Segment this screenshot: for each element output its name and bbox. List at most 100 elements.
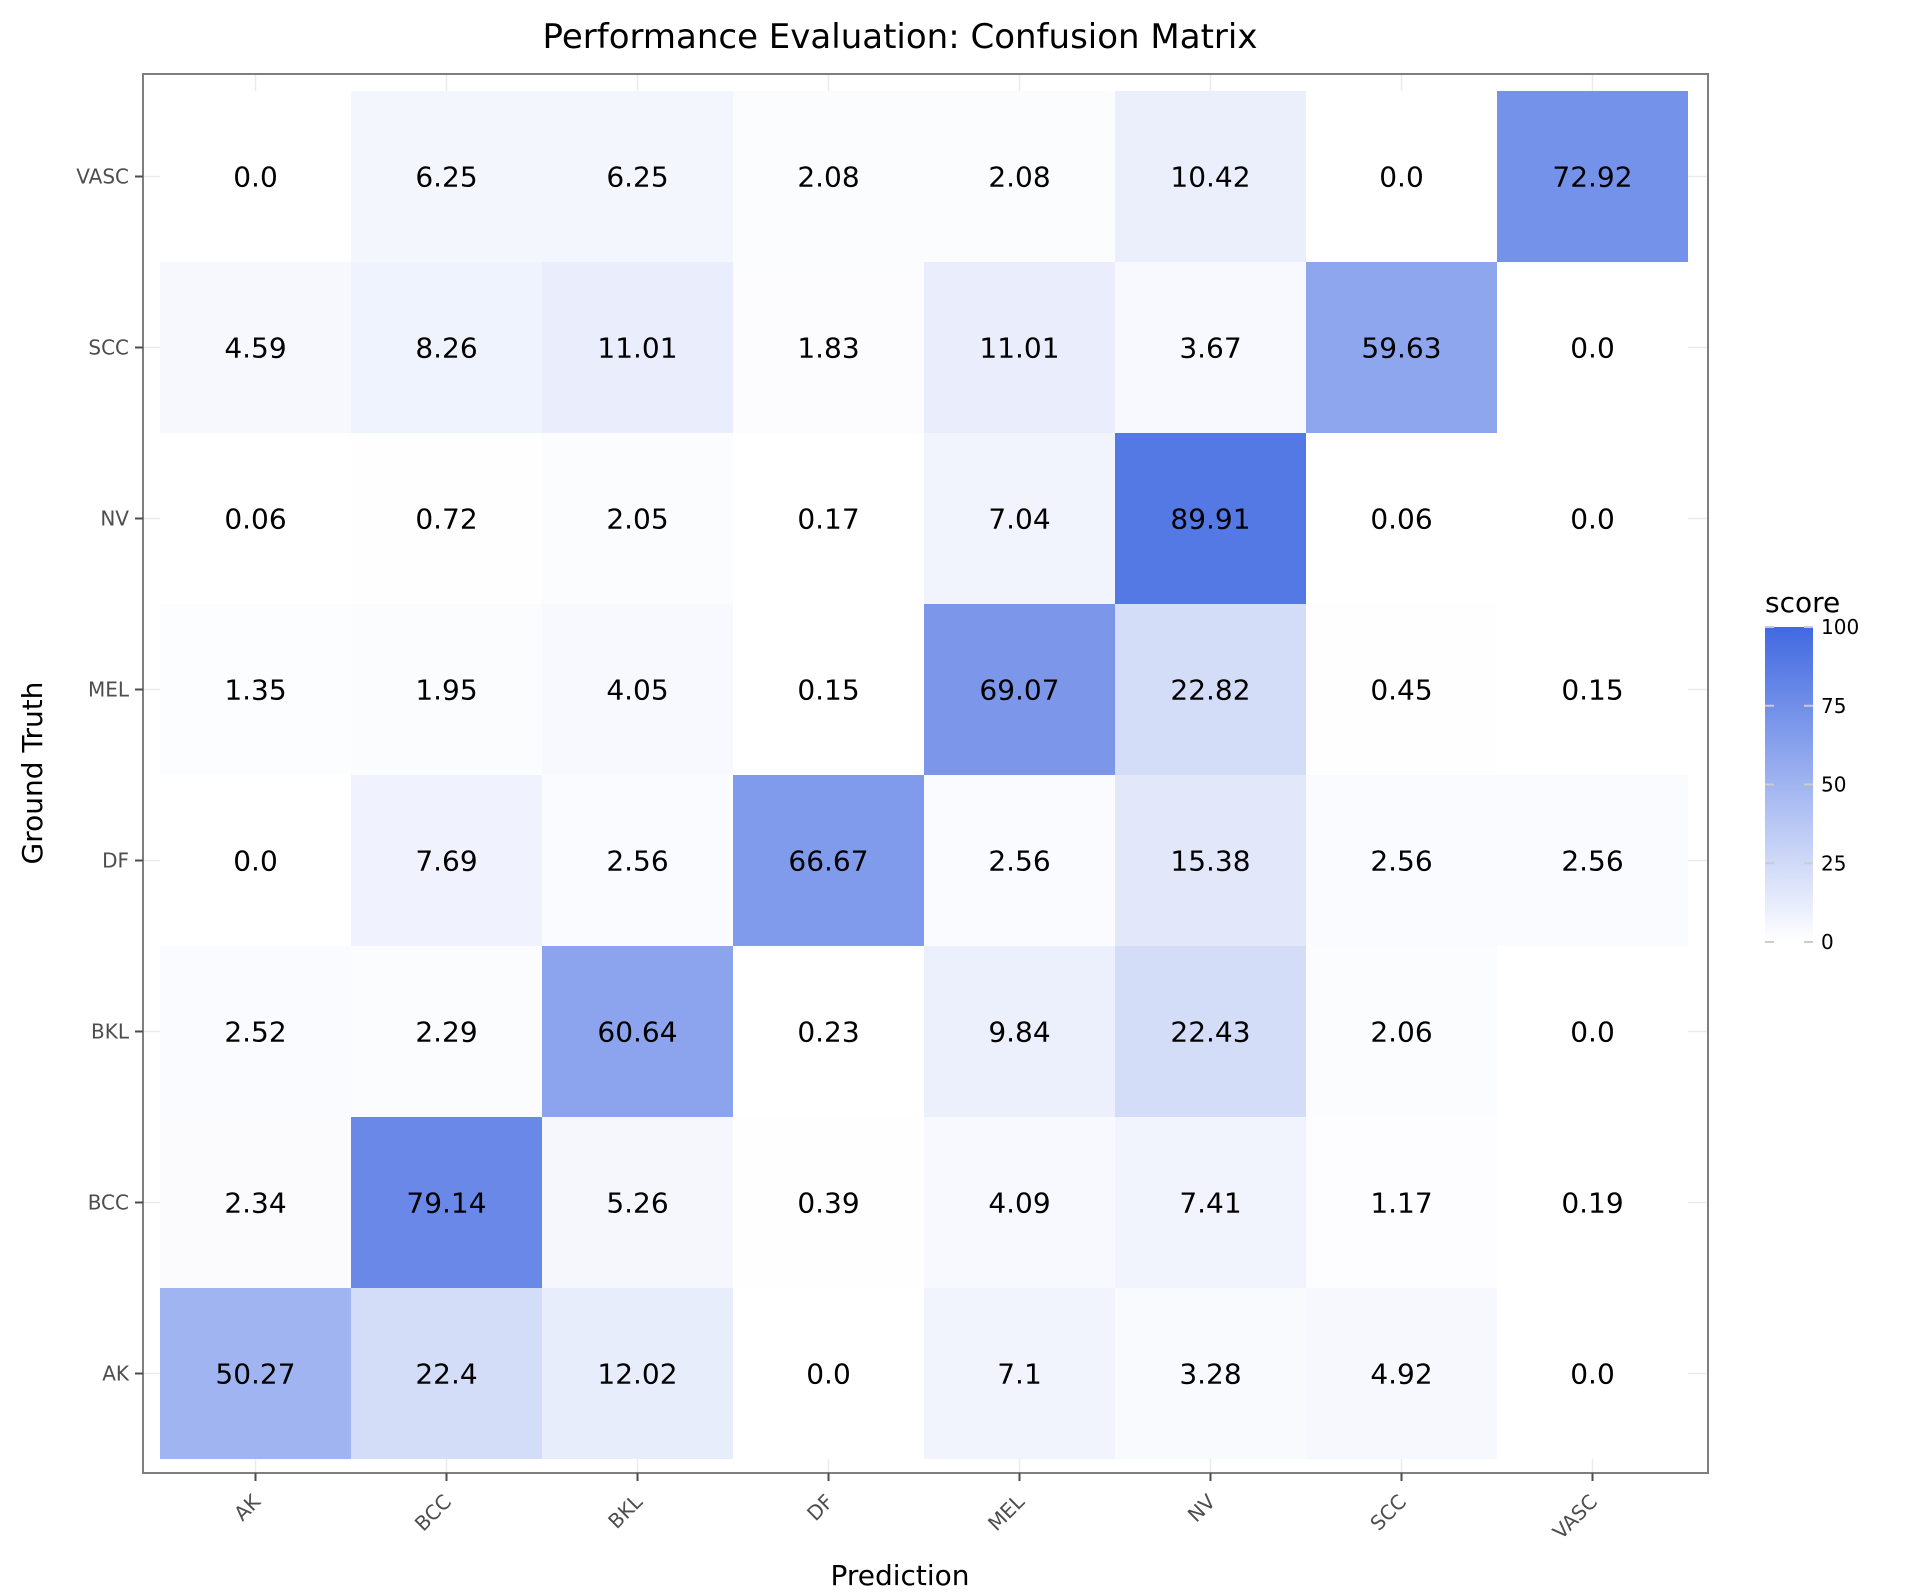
heatmap-cell [924, 1117, 1115, 1288]
heatmap-cell [351, 775, 542, 946]
cell-value-label: 3.28 [1179, 1358, 1241, 1391]
cell-value-label: 0.15 [1561, 674, 1623, 707]
cell-value-label: 72.92 [1552, 161, 1632, 194]
cell-value-label: 2.56 [988, 845, 1050, 878]
cell-value-label: 2.34 [224, 1187, 286, 1220]
heatmap-cell [1115, 91, 1306, 262]
cell-value-label: 12.02 [597, 1358, 677, 1391]
heatmap-cell [1497, 1117, 1688, 1288]
heatmap-cell [1115, 775, 1306, 946]
cell-value-label: 2.05 [606, 503, 668, 536]
heatmap-cell [924, 433, 1115, 604]
y-tick-label: VASC [76, 165, 129, 189]
heatmap-cell [1497, 1288, 1688, 1459]
cell-value-label: 2.52 [224, 1016, 286, 1049]
heatmap-cell [351, 604, 542, 775]
heatmap-cell [160, 946, 351, 1117]
y-tick-label: BKL [91, 1020, 130, 1044]
cell-value-label: 2.56 [1370, 845, 1432, 878]
cell-value-label: 69.07 [979, 674, 1059, 707]
heatmap-cell [733, 1288, 924, 1459]
x-tick-label: BCC [410, 1490, 456, 1536]
cell-value-labels: 50.27 22.4 12.02 0.0 7.1 3.28 4.92 0.0 2.34 79.14… [215, 161, 1632, 1391]
heatmap-cell [1115, 262, 1306, 433]
cell-value-label: 8.26 [415, 332, 477, 365]
cell-value-label: 2.06 [1370, 1016, 1432, 1049]
cell-value-label: 2.56 [606, 845, 668, 878]
x-tick-label: DF [802, 1490, 838, 1526]
heatmap-cell [1497, 946, 1688, 1117]
heatmap-cell [1115, 433, 1306, 604]
cell-value-label: 1.35 [224, 674, 286, 707]
cell-value-label: 6.25 [606, 161, 668, 194]
heatmap-cell [924, 946, 1115, 1117]
cell-value-label: 4.59 [224, 332, 286, 365]
heatmap-cell [160, 1117, 351, 1288]
cell-value-label: 9.84 [988, 1016, 1050, 1049]
cell-value-label: 3.67 [1179, 332, 1241, 365]
cell-value-label: 11.01 [979, 332, 1059, 365]
heatmap-cell [733, 775, 924, 946]
heatmap-cell [160, 262, 351, 433]
cell-value-label: 66.67 [788, 845, 868, 878]
cell-value-label: 7.1 [997, 1358, 1042, 1391]
heatmap-cell [1306, 262, 1497, 433]
colorbar-legend: score 0 25 50 75 100 [1765, 586, 1859, 954]
heatmap-cell [542, 1288, 733, 1459]
heatmap-cell [733, 91, 924, 262]
cell-value-label: 11.01 [597, 332, 677, 365]
y-tick-label: BCC [88, 1191, 129, 1215]
heatmap-cell [1115, 604, 1306, 775]
y-axis: AK BCC BKL DF MEL NV SCC VASC [76, 165, 143, 1386]
x-tick-label: NV [1183, 1489, 1220, 1526]
cell-value-label: 0.0 [233, 845, 278, 878]
cell-value-label: 0.17 [797, 503, 859, 536]
heatmap-cell [1306, 1288, 1497, 1459]
cell-value-label: 4.09 [988, 1187, 1050, 1220]
heatmap-cell [1497, 433, 1688, 604]
heatmap-cell [1115, 1288, 1306, 1459]
heatmap-cell [1497, 604, 1688, 775]
heatmap-cell [160, 91, 351, 262]
heatmap-cell [542, 1117, 733, 1288]
cell-value-label: 7.04 [988, 503, 1050, 536]
cell-value-label: 50.27 [215, 1358, 295, 1391]
cell-value-label: 7.41 [1179, 1187, 1241, 1220]
heatmap-cells [160, 91, 1688, 1459]
heatmap-cell [160, 604, 351, 775]
x-tick-label: VASC [1548, 1490, 1602, 1544]
cell-value-label: 4.05 [606, 674, 668, 707]
cell-value-label: 10.42 [1170, 161, 1250, 194]
y-tick-label: NV [100, 507, 129, 531]
heatmap-cell [733, 1117, 924, 1288]
heatmap-cell [1306, 433, 1497, 604]
heatmap-cell [1306, 91, 1497, 262]
cell-value-label: 0.0 [806, 1358, 851, 1391]
cell-value-label: 2.56 [1561, 845, 1623, 878]
heatmap-cell [160, 433, 351, 604]
cell-value-label: 60.64 [597, 1016, 677, 1049]
cell-value-label: 0.39 [797, 1187, 859, 1220]
cell-value-label: 0.06 [1370, 503, 1432, 536]
chart-title: Performance Evaluation: Confusion Matrix [543, 17, 1258, 57]
heatmap-cell [351, 946, 542, 1117]
colorbar-tick-label: 25 [1821, 851, 1846, 875]
x-tick-label: AK [229, 1489, 266, 1526]
colorbar-tick-label: 0 [1821, 930, 1834, 954]
heatmap-cell [733, 433, 924, 604]
heatmap-cell [924, 91, 1115, 262]
cell-value-label: 59.63 [1361, 332, 1441, 365]
cell-value-label: 1.83 [797, 332, 859, 365]
cell-value-label: 0.0 [1570, 1016, 1615, 1049]
cell-value-label: 7.69 [415, 845, 477, 878]
heatmap-cell [351, 1117, 542, 1288]
heatmap-cell [160, 775, 351, 946]
colorbar-ticks: 0 25 50 75 100 [1765, 615, 1859, 954]
heatmap-cell [1497, 775, 1688, 946]
heatmap-cell [733, 946, 924, 1117]
x-tick-label: SCC [1365, 1490, 1411, 1536]
heatmap-cell [924, 775, 1115, 946]
cell-value-label: 1.17 [1370, 1187, 1432, 1220]
heatmap-cell [351, 91, 542, 262]
